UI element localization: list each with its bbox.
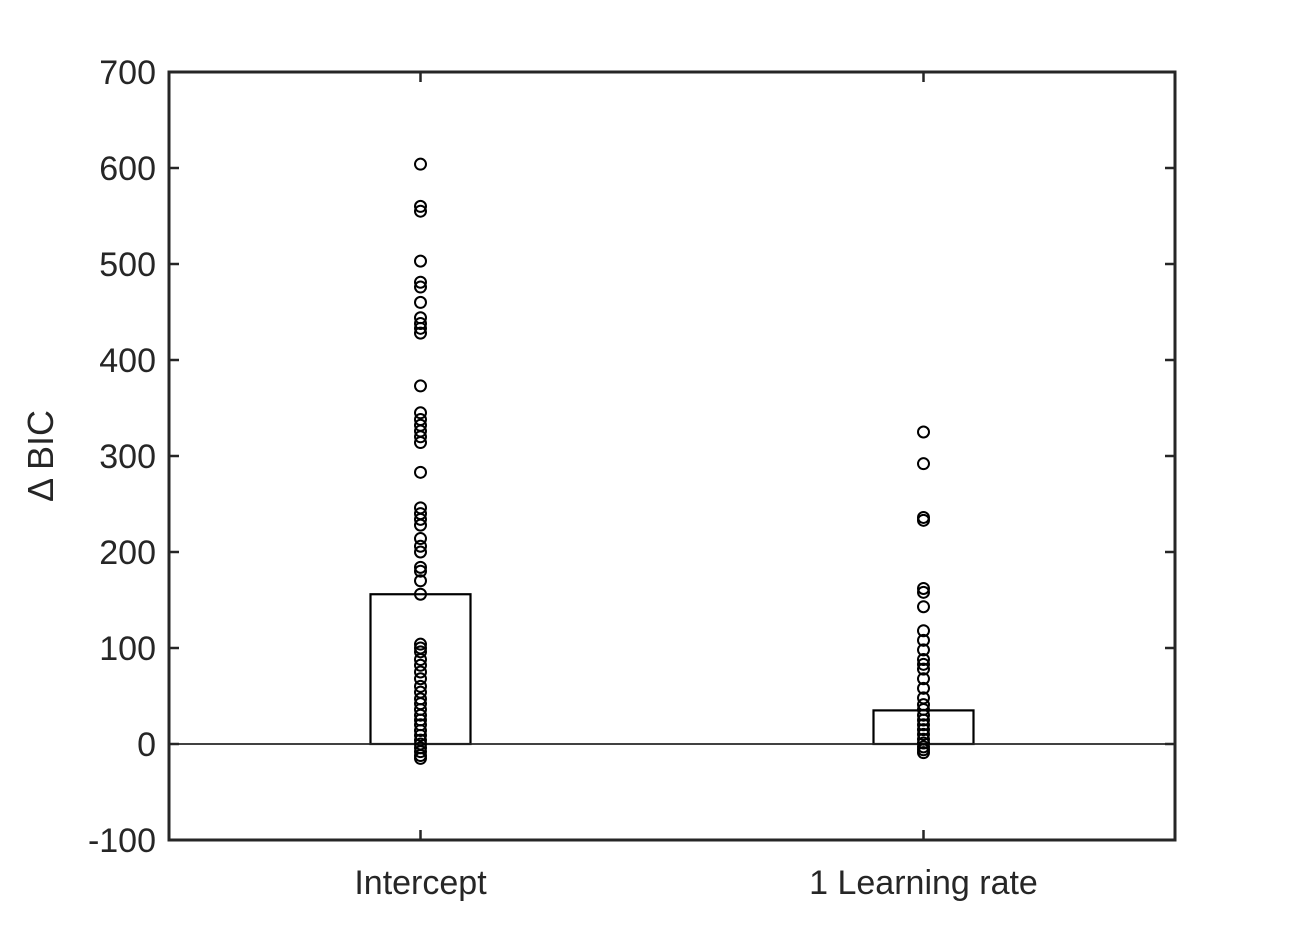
data-point-0-52 — [414, 751, 427, 765]
data-point-0-50 — [414, 745, 427, 759]
data-point-1-3 — [917, 513, 930, 527]
data-point-0-18 — [414, 465, 427, 479]
y-tick-label-4: 300 — [99, 438, 156, 476]
data-point-1-14 — [917, 681, 930, 695]
data-point-0-9 — [414, 321, 427, 335]
data-point-1-24 — [917, 736, 930, 750]
data-point-0-4 — [414, 275, 427, 289]
data-point-0-11 — [414, 379, 427, 393]
data-point-0-21 — [414, 512, 427, 526]
x-tick-label-0: Intercept — [354, 864, 487, 902]
x-tick-label-1: 1 Learning rate — [809, 864, 1038, 902]
data-point-0-5 — [414, 280, 427, 294]
axes-box — [167, 70, 1177, 842]
data-point-1-21 — [917, 723, 930, 737]
data-point-0-22 — [414, 518, 427, 532]
data-point-0-6 — [414, 295, 427, 309]
data-point-0-0 — [414, 157, 427, 171]
y-tick-label-8: 700 — [99, 54, 156, 92]
data-point-0-16 — [414, 430, 427, 444]
y-tick-label-2: 100 — [99, 630, 156, 668]
data-point-1-11 — [917, 657, 930, 671]
data-point-1-6 — [917, 600, 930, 614]
data-point-1-9 — [917, 643, 930, 657]
data-point-1-8 — [917, 633, 930, 647]
data-point-0-23 — [414, 532, 427, 546]
data-point-1-4 — [917, 581, 930, 595]
data-point-0-46 — [414, 728, 427, 742]
y-tick-label-1: 0 — [137, 726, 156, 764]
y-tick-label-6: 500 — [99, 246, 156, 284]
data-point-0-1 — [414, 199, 427, 213]
data-point-0-32 — [414, 645, 427, 659]
data-point-0-24 — [414, 539, 427, 553]
data-point-0-27 — [414, 564, 427, 578]
data-point-0-28 — [414, 574, 427, 588]
y-axis-label: Δ BIC — [20, 410, 61, 502]
data-point-1-10 — [917, 653, 930, 667]
data-point-1-1 — [917, 457, 930, 471]
ticks-layer: -100 0 100 200 300 400 500 600 700 Intercept 1 Lea… — [88, 54, 1175, 902]
data-point-1-22 — [917, 727, 930, 741]
data-point-0-3 — [414, 254, 427, 268]
data-point-0-2 — [414, 204, 427, 218]
y-tick-label-3: 200 — [99, 534, 156, 572]
data-point-1-12 — [917, 662, 930, 676]
data-point-1-19 — [917, 713, 930, 727]
data-point-0-30 — [414, 637, 427, 651]
data-point-0-34 — [414, 658, 427, 672]
data-point-0-37 — [414, 679, 427, 693]
data-point-1-18 — [917, 708, 930, 722]
data-point-1-7 — [917, 624, 930, 638]
data-point-0-17 — [414, 436, 427, 450]
data-point-0-12 — [414, 406, 427, 420]
data-point-1-13 — [917, 672, 930, 686]
data-point-0-45 — [414, 724, 427, 738]
data-point-0-33 — [414, 653, 427, 667]
data-point-0-42 — [414, 708, 427, 722]
data-point-0-35 — [414, 665, 427, 679]
data-point-1-20 — [917, 718, 930, 732]
points-layer — [414, 157, 930, 765]
data-point-1-27 — [917, 746, 930, 760]
data-point-1-5 — [917, 585, 930, 599]
data-point-0-8 — [414, 317, 427, 331]
y-tick-label-5: 400 — [99, 342, 156, 380]
y-tick-label-0: -100 — [88, 822, 156, 860]
y-tick-label-7: 600 — [99, 150, 156, 188]
data-point-0-36 — [414, 672, 427, 686]
data-point-1-0 — [917, 425, 930, 439]
data-point-0-26 — [414, 560, 427, 574]
data-point-0-25 — [414, 545, 427, 559]
data-point-0-29 — [414, 587, 427, 601]
data-point-0-10 — [414, 326, 427, 340]
bars-layer — [369, 593, 975, 746]
